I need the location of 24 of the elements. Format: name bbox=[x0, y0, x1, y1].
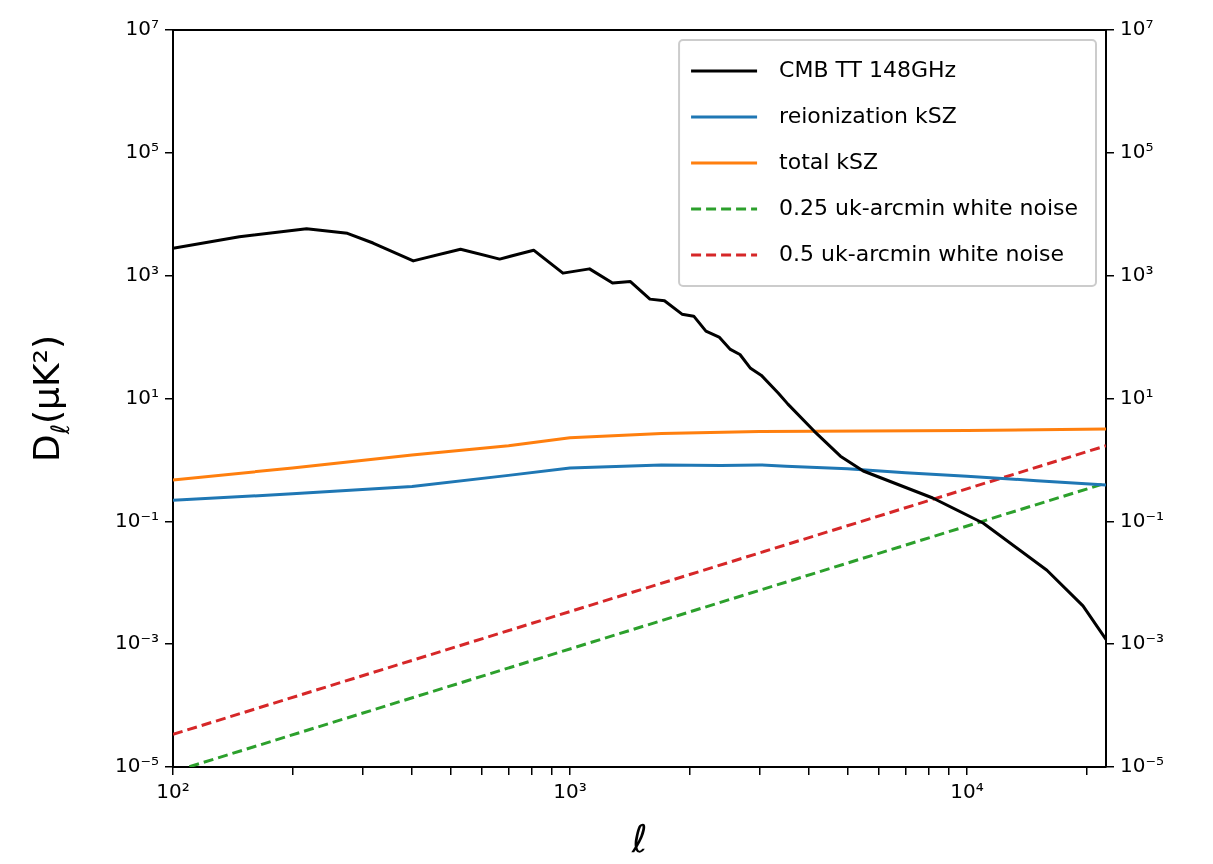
y-axis-title: Dℓ(μK²) bbox=[26, 334, 76, 463]
y-tick-label: 10⁻⁵ bbox=[114, 753, 159, 778]
y-tick-label: 10³ bbox=[125, 261, 159, 286]
y-tick-label: 10⁷ bbox=[125, 16, 159, 41]
y-tick-label: 10⁻³ bbox=[114, 630, 159, 655]
x-axis-title: ℓ bbox=[630, 816, 648, 861]
legend-label: total kSZ bbox=[779, 148, 879, 174]
text: 10⁷ bbox=[1120, 16, 1154, 41]
text: 10⁻⁵ bbox=[1120, 753, 1165, 778]
text: 10⁻¹ bbox=[1120, 507, 1165, 532]
text: 10⁻³ bbox=[1120, 630, 1165, 655]
legend-label: reionization kSZ bbox=[779, 102, 957, 128]
x-tick-label: 10⁴ bbox=[950, 779, 984, 804]
y-tick-label: 10¹ bbox=[125, 384, 159, 409]
x-tick-label: 10² bbox=[156, 779, 190, 804]
text: 10¹ bbox=[1120, 384, 1154, 409]
legend-label: 0.5 uk-arcmin white noise bbox=[779, 240, 1064, 266]
legend-label: 0.25 uk-arcmin white noise bbox=[779, 194, 1078, 220]
text: 10⁵ bbox=[1120, 139, 1154, 164]
y-tick-label: 10⁵ bbox=[125, 139, 159, 164]
x-tick-label: 10³ bbox=[553, 779, 587, 804]
text: 10³ bbox=[1120, 261, 1154, 286]
y-tick-label: 10⁻¹ bbox=[114, 507, 159, 532]
legend-label: CMB TT 148GHz bbox=[779, 56, 957, 82]
